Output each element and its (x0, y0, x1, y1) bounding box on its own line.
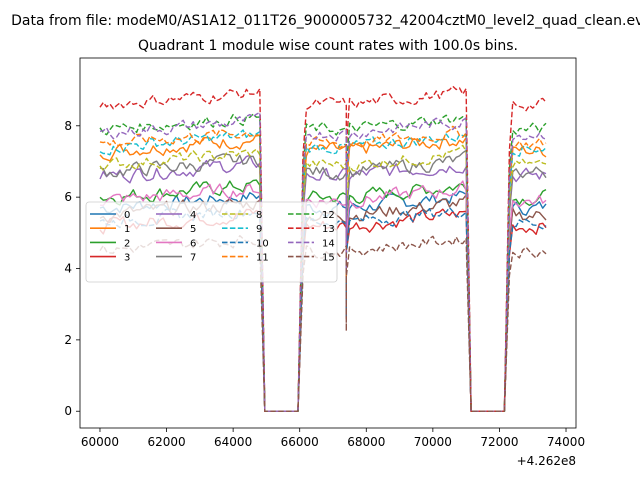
legend-label-2: 2 (124, 238, 130, 249)
x-tick-label: 74000 (547, 435, 585, 449)
series-line-7 (99, 149, 547, 412)
series-line-4 (99, 154, 547, 412)
series-line-13 (99, 85, 547, 412)
y-tick-label: 0 (64, 404, 72, 418)
legend-label-12: 12 (322, 210, 335, 221)
series-line-12 (99, 113, 547, 412)
y-tick-label: 8 (64, 119, 72, 133)
y-tick-label: 4 (64, 262, 72, 276)
legend-label-4: 4 (190, 210, 196, 221)
x-tick-label: 64000 (214, 435, 252, 449)
series-line-14 (99, 111, 547, 412)
legend-label-13: 13 (322, 224, 335, 235)
x-tick-label: 68000 (347, 435, 385, 449)
y-axis: 0 2 4 6 8 (64, 119, 80, 418)
legend-label-3: 3 (124, 253, 130, 264)
legend-label-8: 8 (256, 210, 262, 221)
legend-label-1: 1 (124, 224, 130, 235)
y-tick-label: 6 (64, 190, 72, 204)
chart-suptitle: Data from file: modeM0/AS1A12_011T26_900… (11, 13, 640, 29)
legend-label-0: 0 (124, 210, 130, 221)
series-line-1 (99, 133, 547, 412)
x-axis: 60000 62000 64000 66000 68000 70000 72000 74000 (81, 428, 585, 449)
series-line-2 (99, 179, 547, 412)
legend-label-10: 10 (256, 238, 269, 249)
x-tick-label: 62000 (147, 435, 185, 449)
legend-label-14: 14 (322, 238, 335, 249)
legend-box (85, 201, 338, 283)
plot-frame (79, 57, 577, 429)
series-line-8 (99, 144, 547, 412)
chart-title: Quadrant 1 module wise count rates with … (138, 38, 518, 54)
legend-label-6: 6 (190, 238, 196, 249)
legend-label-15: 15 (322, 253, 335, 264)
x-tick-label: 60000 (81, 435, 119, 449)
legend-label-9: 9 (256, 224, 262, 235)
x-tick-label: 66000 (281, 435, 319, 449)
legend-label-5: 5 (190, 224, 196, 235)
legend-label-7: 7 (190, 253, 196, 264)
legend-label-11: 11 (256, 253, 269, 264)
x-offset-label: +4.262e8 (517, 454, 576, 468)
series-line-9 (99, 129, 547, 412)
x-tick-label: 70000 (414, 435, 452, 449)
y-tick-label: 2 (64, 333, 72, 347)
x-tick-label: 72000 (480, 435, 518, 449)
